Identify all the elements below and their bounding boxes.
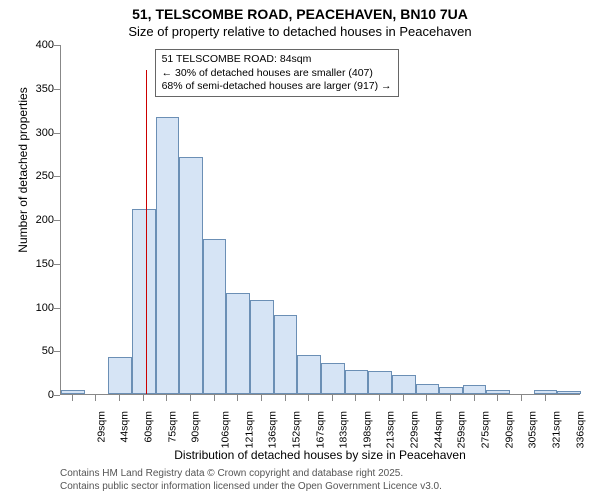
plot-area: 51 TELSCOMBE ROAD: 84sqm ← 30% of detach… — [60, 45, 580, 395]
y-tick — [54, 45, 60, 46]
annotation-heading: 51 TELSCOMBE ROAD: 84sqm — [162, 53, 392, 66]
x-tick — [261, 395, 262, 401]
y-tick — [54, 133, 60, 134]
x-tick — [166, 395, 167, 401]
x-axis-label: Distribution of detached houses by size … — [60, 448, 580, 462]
x-tick-label: 275sqm — [479, 411, 491, 448]
histogram-bar — [61, 390, 85, 394]
y-tick-label: 400 — [36, 39, 54, 51]
annotation-box: 51 TELSCOMBE ROAD: 84sqm ← 30% of detach… — [155, 49, 399, 96]
x-tick-label: 229sqm — [408, 411, 420, 448]
x-tick — [474, 395, 475, 401]
y-tick-label: 250 — [36, 170, 54, 182]
y-tick — [54, 89, 60, 90]
y-tick-label: 100 — [36, 302, 54, 314]
x-tick — [521, 395, 522, 401]
x-tick-label: 183sqm — [338, 411, 350, 448]
y-tick-label: 200 — [36, 214, 54, 226]
y-axis-label: Number of detached properties — [16, 40, 30, 300]
histogram-bar — [132, 209, 156, 395]
footer-line2: Contains public sector information licen… — [60, 481, 442, 492]
histogram-bar — [439, 387, 463, 394]
histogram-bar — [557, 391, 581, 394]
chart-container: 51, TELSCOMBE ROAD, PEACEHAVEN, BN10 7UA… — [0, 0, 600, 500]
histogram-bar — [250, 300, 274, 395]
histogram-bar — [297, 355, 321, 394]
histogram-bar — [486, 390, 510, 394]
x-tick-label: 136sqm — [267, 411, 279, 448]
x-tick-label: 244sqm — [432, 411, 444, 448]
chart-subtitle: Size of property relative to detached ho… — [0, 24, 600, 39]
chart-title: 51, TELSCOMBE ROAD, PEACEHAVEN, BN10 7UA — [0, 6, 600, 22]
histogram-bar — [226, 293, 250, 395]
x-tick — [308, 395, 309, 401]
x-tick — [450, 395, 451, 401]
x-tick — [285, 395, 286, 401]
y-tick — [54, 264, 60, 265]
y-tick-label: 0 — [48, 389, 54, 401]
x-tick — [426, 395, 427, 401]
x-tick-label: 213sqm — [385, 411, 397, 448]
x-tick — [497, 395, 498, 401]
x-tick — [545, 395, 546, 401]
histogram-bar — [345, 370, 369, 395]
y-tick-label: 300 — [36, 127, 54, 139]
x-tick-label: 198sqm — [361, 411, 373, 448]
histogram-bar — [156, 117, 180, 394]
footer-line1: Contains HM Land Registry data © Crown c… — [60, 468, 403, 479]
x-tick — [332, 395, 333, 401]
histogram-bar — [392, 375, 416, 394]
x-tick-label: 290sqm — [503, 411, 515, 448]
x-tick-label: 121sqm — [243, 411, 255, 448]
histogram-bar — [416, 384, 440, 395]
x-tick — [355, 395, 356, 401]
x-tick — [379, 395, 380, 401]
y-tick-label: 350 — [36, 83, 54, 95]
x-tick-label: 90sqm — [190, 411, 202, 443]
histogram-bar — [463, 385, 487, 394]
y-tick — [54, 176, 60, 177]
histogram-bar — [368, 371, 392, 394]
y-tick-label: 50 — [42, 345, 54, 357]
x-tick-label: 321sqm — [550, 411, 562, 448]
histogram-bar — [321, 363, 345, 394]
x-tick-label: 305sqm — [527, 411, 539, 448]
x-tick-label: 29sqm — [95, 411, 107, 443]
y-tick-label: 150 — [36, 258, 54, 270]
x-tick-label: 75sqm — [166, 411, 178, 443]
annotation-line1: ← 30% of detached houses are smaller (40… — [162, 67, 392, 80]
histogram-bar — [534, 390, 558, 394]
histogram-bar — [179, 157, 203, 394]
x-tick-label: 259sqm — [456, 411, 468, 448]
x-tick-label: 167sqm — [314, 411, 326, 448]
y-tick — [54, 308, 60, 309]
y-tick — [54, 351, 60, 352]
annotation-line2: 68% of semi-detached houses are larger (… — [162, 80, 392, 93]
x-tick-label: 44sqm — [119, 411, 131, 443]
marker-line — [146, 70, 147, 394]
histogram-bar — [203, 239, 227, 394]
x-tick — [143, 395, 144, 401]
x-tick — [214, 395, 215, 401]
x-tick-label: 106sqm — [219, 411, 231, 448]
x-tick — [403, 395, 404, 401]
x-tick — [72, 395, 73, 401]
x-tick — [190, 395, 191, 401]
x-tick-label: 60sqm — [143, 411, 155, 443]
x-tick — [119, 395, 120, 401]
y-tick — [54, 395, 60, 396]
y-tick — [54, 220, 60, 221]
histogram-bar — [274, 315, 298, 394]
x-tick-label: 336sqm — [574, 411, 586, 448]
x-tick — [237, 395, 238, 401]
x-tick-label: 152sqm — [290, 411, 302, 448]
x-tick — [95, 395, 96, 401]
histogram-bar — [108, 357, 132, 394]
